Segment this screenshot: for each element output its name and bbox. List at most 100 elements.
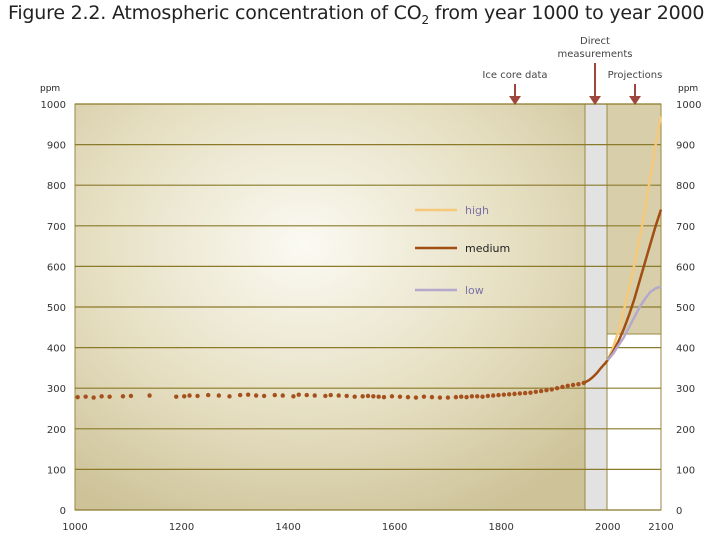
ice-core-point <box>237 392 243 398</box>
ice-core-point <box>187 393 192 398</box>
ice-core-point <box>496 392 501 398</box>
ice-core-point <box>304 392 309 398</box>
ice-core-point <box>296 392 301 397</box>
ice-core-point <box>459 394 464 399</box>
series-line-high <box>606 115 663 361</box>
ice-core-point <box>490 393 496 398</box>
ice-core-point <box>147 393 152 398</box>
y-tick-left-400: 400 <box>47 344 66 355</box>
ice-core-point <box>469 394 475 399</box>
y-tick-right-0: 0 <box>676 506 682 517</box>
ice-core-point <box>227 394 232 399</box>
ice-core-point <box>344 393 349 399</box>
ice-core-point <box>581 380 586 386</box>
ice-core-point <box>570 382 576 388</box>
direct-annotation-line1: Direct <box>580 36 610 47</box>
y-tick-right-1000: 1000 <box>676 100 701 111</box>
ice-core-point <box>328 392 333 398</box>
ice-core-point <box>576 381 581 387</box>
ice-core-point <box>453 394 459 400</box>
ice-core-point <box>91 395 96 400</box>
ice-core-point <box>291 394 296 399</box>
ice-core-point <box>560 384 565 390</box>
ice-core-point <box>312 393 317 398</box>
y-tick-left-200: 200 <box>47 425 66 436</box>
x-tick-1600: 1600 <box>382 522 407 533</box>
ice-core-point <box>245 392 251 397</box>
ice-core-point <box>421 394 427 399</box>
ice-core-point <box>272 392 277 398</box>
y-tick-left-100: 100 <box>47 465 66 476</box>
ice-core-point <box>120 394 126 399</box>
ice-core-point <box>360 394 365 399</box>
ice-core-point <box>549 387 554 392</box>
ice-core-point <box>517 391 523 396</box>
y-tick-right-400: 400 <box>676 344 695 355</box>
ice-core-point <box>182 394 187 399</box>
legend-label-high: high <box>465 204 489 217</box>
y-tick-left-0: 0 <box>60 506 66 517</box>
right-axis-unit: ppm <box>678 84 698 94</box>
ice-core-point <box>323 393 328 399</box>
legend-label-low: low <box>465 284 484 297</box>
ice-core-point <box>174 394 179 399</box>
x-tick-1000: 1000 <box>62 522 87 533</box>
ice-core-point <box>365 393 371 399</box>
ice-core-point <box>107 394 112 399</box>
ice-core-point <box>512 391 517 397</box>
ice-core-point <box>506 392 512 397</box>
x-tick-2000: 2000 <box>595 522 620 533</box>
ice-core-point <box>99 394 104 399</box>
left-axis-unit: ppm <box>40 84 60 94</box>
y-tick-left-700: 700 <box>47 222 66 233</box>
ice-core-point <box>405 394 411 400</box>
y-tick-right-200: 200 <box>676 425 695 436</box>
ice-core-point <box>522 390 528 396</box>
ice-core-point <box>445 395 451 400</box>
y-tick-right-600: 600 <box>676 262 695 273</box>
x-tick-1400: 1400 <box>275 522 300 533</box>
ice-core-point <box>475 394 480 399</box>
projections-arrow-head <box>629 96 641 105</box>
ice-core-point <box>464 394 469 400</box>
y-tick-left-900: 900 <box>47 141 66 152</box>
ice-core-point <box>280 393 285 398</box>
y-tick-left-800: 800 <box>47 181 66 192</box>
ice-core-point <box>75 394 80 400</box>
ice-core-point <box>352 394 357 399</box>
legend: high medium low <box>415 204 510 297</box>
legend-label-medium: medium <box>465 242 510 255</box>
y-tick-right-800: 800 <box>676 181 695 192</box>
ice-core-point <box>544 388 549 393</box>
series-line-low <box>606 285 662 361</box>
projections-panel-bottom <box>606 333 662 511</box>
ice-core-point <box>205 392 211 398</box>
ice-core-point <box>554 386 560 391</box>
ice-core-point <box>216 393 222 398</box>
y-tick-left-600: 600 <box>47 262 66 273</box>
x-tick-2100: 2100 <box>648 522 673 533</box>
projections-annotation: Projections <box>608 70 663 81</box>
direct-annotation-line2: measurements <box>558 49 633 60</box>
ice-core-point <box>565 383 570 388</box>
y-tick-right-100: 100 <box>676 465 695 476</box>
ice-core-point <box>336 393 341 398</box>
y-tick-right-700: 700 <box>676 222 695 233</box>
ice-core-point <box>429 394 435 400</box>
chart-title: Figure 2.2. Atmospheric concentration of… <box>8 2 705 27</box>
ice-core-annotation: Ice core data <box>482 70 547 81</box>
ice-core-arrow-head <box>509 96 521 105</box>
x-tick-1200: 1200 <box>169 522 194 533</box>
ice-core-point <box>538 388 544 394</box>
ice-core-point <box>413 395 419 400</box>
series-line-medium <box>606 209 663 361</box>
ice-core-point <box>128 393 134 399</box>
direct-measurements-line <box>584 359 609 384</box>
y-tick-right-900: 900 <box>676 141 695 152</box>
ice-core-point <box>397 394 403 399</box>
ice-core-point <box>528 390 533 395</box>
ice-core-point <box>533 389 539 395</box>
ice-core-point <box>389 394 395 399</box>
ice-core-point <box>480 394 485 399</box>
